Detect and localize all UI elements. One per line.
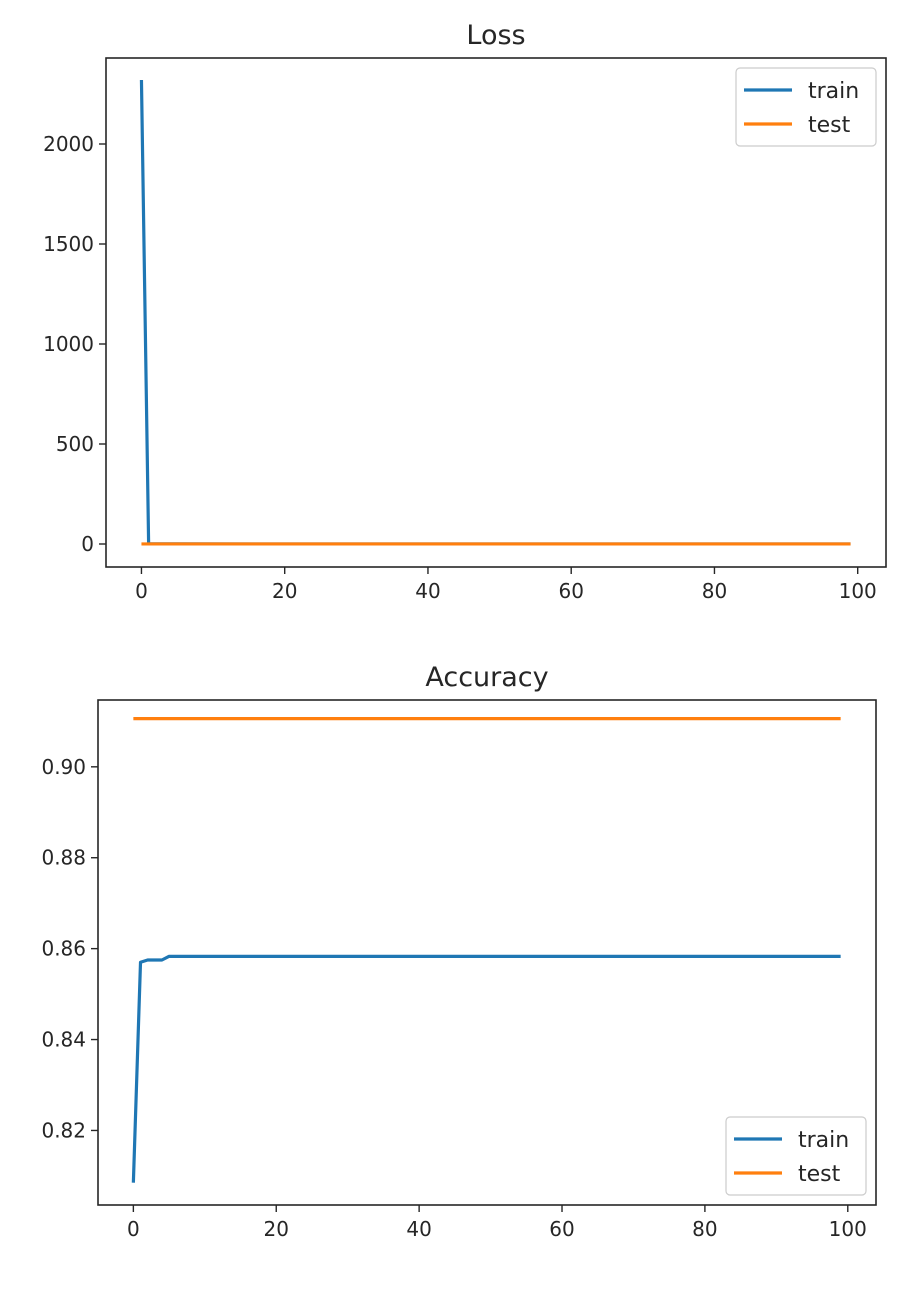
legend: train test	[725, 1116, 867, 1196]
x-tick-label: 80	[702, 579, 727, 603]
y-tick-label: 0.90	[41, 755, 86, 779]
y-tick-label: 0.82	[41, 1118, 86, 1142]
legend-label-train: train	[798, 1128, 849, 1153]
legend-label-test: test	[798, 1162, 841, 1187]
legend-box	[735, 67, 877, 147]
legend-label-train: train	[808, 79, 859, 104]
series-line-train	[131, 954, 841, 1183]
x-tick-label: 100	[839, 579, 877, 603]
chart-title: Accuracy	[425, 662, 548, 693]
y-tick-label: 0	[81, 532, 94, 556]
x-tick-label: 80	[692, 1217, 717, 1241]
legend-box	[725, 1116, 867, 1196]
plot-frame	[105, 57, 887, 568]
x-tick-label: 0	[127, 1217, 140, 1241]
plot-frame	[97, 699, 877, 1206]
y-tick-label: 0.84	[41, 1028, 86, 1052]
x-tick-label: 40	[406, 1217, 431, 1241]
legend: train test	[735, 67, 877, 147]
x-tick-label: 40	[415, 579, 440, 603]
chart-title: Loss	[466, 20, 525, 51]
chart-1: Accuracy 0 20 40 60 80 100 0.82 0.84 0.86 0.88 0.90…	[41, 662, 877, 1241]
x-tick-label: 100	[829, 1217, 867, 1241]
y-tick-label: 0.88	[41, 846, 86, 870]
x-tick-label: 0	[135, 579, 148, 603]
x-tick-label: 20	[272, 579, 297, 603]
y-tick-label: 1500	[43, 232, 94, 256]
y-tick-label: 2000	[43, 132, 94, 156]
x-tick-label: 20	[264, 1217, 289, 1241]
y-tick-label: 500	[56, 432, 94, 456]
y-tick-label: 1000	[43, 332, 94, 356]
x-tick-label: 60	[558, 579, 583, 603]
y-tick-label: 0.86	[41, 937, 86, 961]
legend-label-test: test	[808, 113, 851, 138]
x-tick-label: 60	[549, 1217, 574, 1241]
